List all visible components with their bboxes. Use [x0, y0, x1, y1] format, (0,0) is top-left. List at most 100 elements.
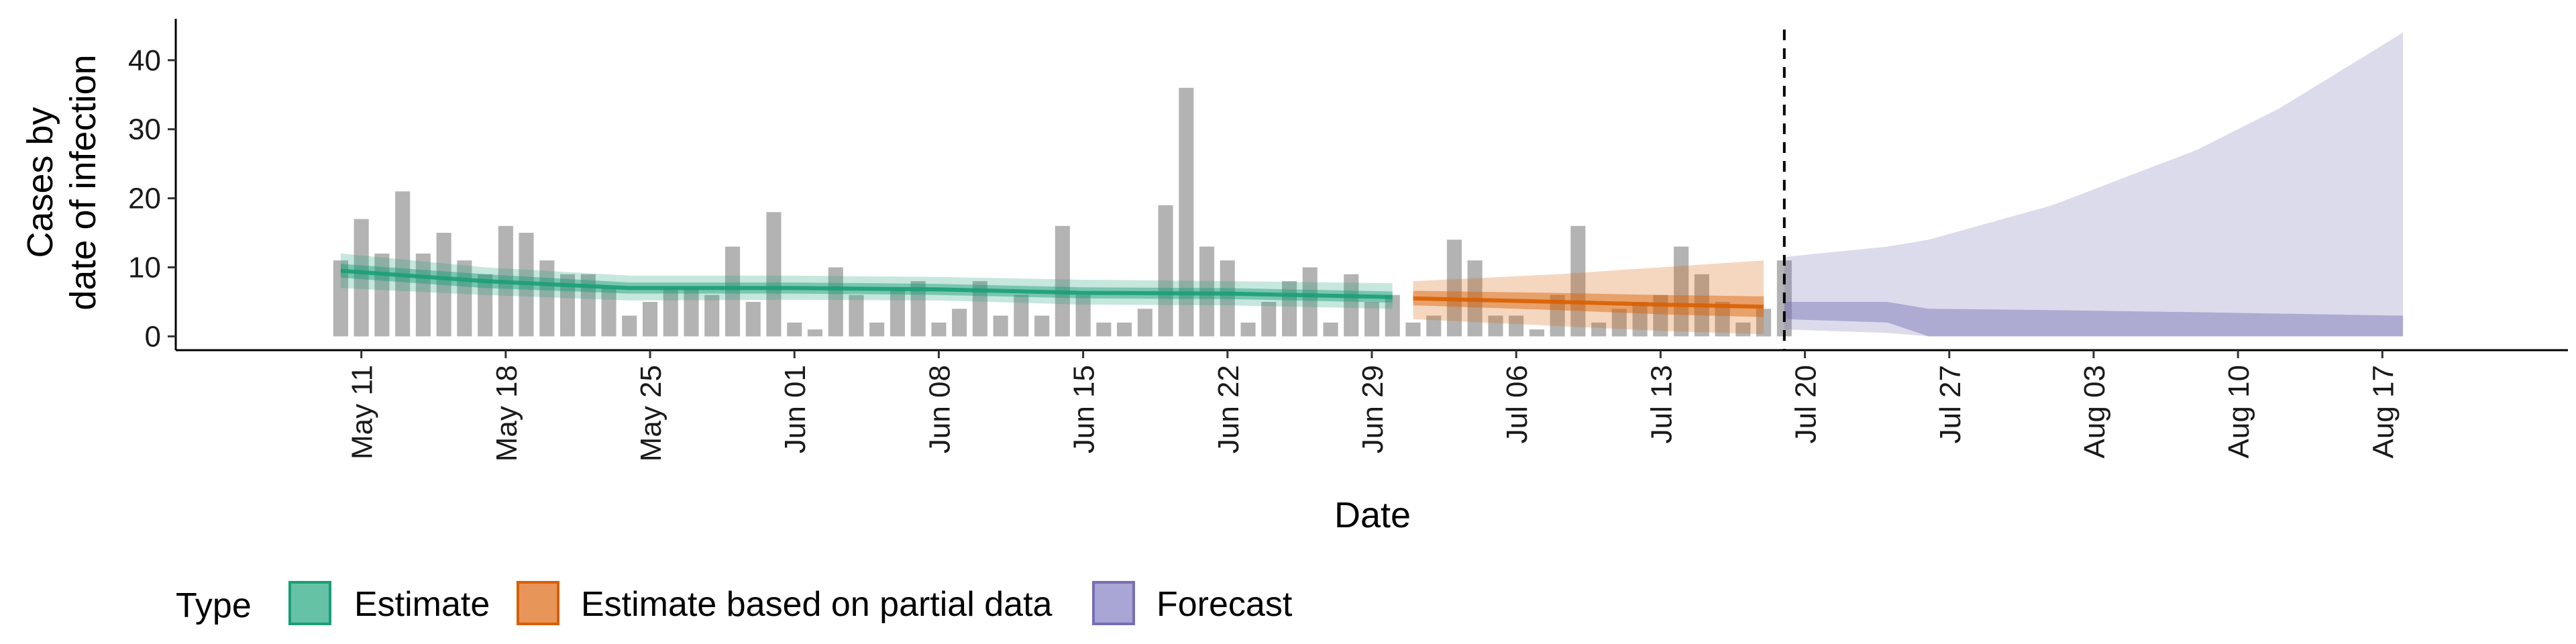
observed-bar — [478, 274, 493, 337]
x-tick-label: Jul 20 — [1790, 365, 1823, 443]
axis-labels: Date Cases by date of infection — [20, 54, 1411, 535]
legend-key-forecast — [1092, 581, 1135, 625]
observed-bar — [539, 260, 555, 337]
observed-bar — [560, 274, 576, 337]
observed-bar — [952, 309, 967, 337]
x-tick-label: Jul 13 — [1645, 365, 1678, 443]
y-axis-title-line-2: date of infection — [63, 54, 103, 310]
observed-bar — [395, 191, 411, 337]
observed-bar — [1179, 87, 1194, 337]
legend-key-estimate — [288, 581, 331, 625]
observed-bar — [828, 267, 843, 337]
estimate-based-on-partial-data-90-interval — [1413, 260, 1764, 335]
observed-bar — [333, 260, 348, 337]
observed-bar — [1715, 302, 1730, 337]
legend-label-forecast: Forecast — [1157, 585, 1293, 624]
observed-bar — [1591, 322, 1607, 337]
y-tick-label: 0 — [145, 320, 161, 353]
observed-bar — [1405, 322, 1421, 337]
y-axis-title-line-1: Cases by — [20, 107, 60, 258]
observed-bar — [1488, 315, 1503, 337]
observed-bar — [1364, 302, 1379, 337]
x-tick-label: Jun 01 — [779, 365, 812, 453]
observed-bar — [1446, 239, 1462, 337]
observed-bar — [849, 294, 864, 337]
legend-label-estimate: Estimate — [354, 585, 490, 624]
observed-bar — [910, 281, 926, 337]
x-tick-label: Aug 17 — [2367, 365, 2400, 458]
observed-bar — [993, 315, 1008, 337]
observed-bar — [684, 288, 699, 337]
observed-bar — [1550, 294, 1565, 337]
observed-bar — [1055, 225, 1070, 337]
observed-bar — [415, 253, 431, 337]
x-tick-label: May 18 — [490, 365, 523, 462]
observed-bar — [1117, 322, 1132, 337]
estimate-bands — [340, 32, 2404, 337]
observed-bar — [1632, 302, 1648, 337]
observed-bar — [354, 219, 369, 337]
observed-bar — [766, 212, 782, 337]
observed-bar — [1302, 267, 1318, 337]
x-tick-label: Jun 22 — [1212, 365, 1245, 453]
estimate-median-line — [340, 268, 1393, 299]
x-tick-label: Aug 10 — [2222, 365, 2255, 458]
x-axis-title: Date — [1334, 495, 1411, 535]
observed-bar — [931, 322, 947, 337]
observed-bar — [643, 302, 658, 337]
observed-bar — [1014, 294, 1029, 337]
observed-cases-bars — [333, 87, 1792, 337]
observed-bar — [1385, 294, 1400, 337]
observed-bar — [1611, 309, 1627, 337]
observed-bar — [725, 246, 741, 337]
estimate-based-on-partial-data-median-line — [1413, 296, 1764, 309]
observed-bar — [663, 288, 678, 337]
y-tick-label: 40 — [128, 44, 161, 77]
legend: Type Estimate Estimate based on partial … — [176, 581, 1293, 625]
observed-bar — [1735, 322, 1751, 337]
observed-bar — [1674, 246, 1689, 337]
x-tick-label: May 11 — [346, 365, 379, 460]
observed-bar — [1096, 322, 1112, 337]
observed-bar — [807, 329, 822, 337]
observed-bar — [869, 322, 885, 337]
x-tick-label: Jun 15 — [1068, 365, 1101, 453]
x-tick-label: Jul 06 — [1501, 365, 1534, 443]
observed-bar — [622, 315, 637, 337]
observed-bar — [1570, 225, 1586, 337]
observed-bar — [1240, 322, 1256, 337]
observed-bar — [1220, 260, 1235, 337]
legend-key-partial — [517, 581, 559, 625]
x-tick-label: Jul 27 — [1934, 365, 1967, 443]
observed-bar — [1426, 315, 1442, 337]
observed-bar — [704, 294, 720, 337]
forecast-90-interval — [1784, 32, 2404, 337]
observed-bar — [745, 302, 761, 337]
legend-label-partial: Estimate based on partial data — [581, 585, 1053, 624]
y-tick-label: 30 — [128, 113, 161, 146]
observed-bar — [1158, 205, 1173, 337]
observed-bar — [1756, 309, 1772, 337]
observed-bar — [787, 322, 802, 337]
axes: 0 10 20 30 40 May 11 May 18 May 25 Jun 01 Jun 08 J… — [128, 19, 2568, 462]
x-tick-label: Jun 29 — [1356, 365, 1389, 453]
observed-bar — [1344, 274, 1359, 337]
observed-bar — [1509, 315, 1524, 337]
x-tick-label: Jun 08 — [923, 365, 956, 453]
observed-bar — [890, 288, 905, 337]
observed-bar — [1323, 322, 1338, 337]
observed-bar — [1034, 315, 1050, 337]
observed-bar — [1075, 294, 1091, 337]
observed-bar — [1261, 302, 1277, 337]
observed-bar — [972, 281, 987, 337]
x-tick-label: Aug 03 — [2078, 365, 2111, 458]
observed-bar — [1137, 309, 1152, 337]
observed-bar — [601, 288, 616, 337]
x-tick-label: May 25 — [635, 365, 667, 462]
observed-bar — [436, 233, 451, 337]
observed-bar — [580, 274, 596, 337]
legend-title: Type — [176, 586, 252, 625]
observed-bar — [1529, 329, 1544, 337]
forecast-50-interval — [1784, 302, 2404, 337]
